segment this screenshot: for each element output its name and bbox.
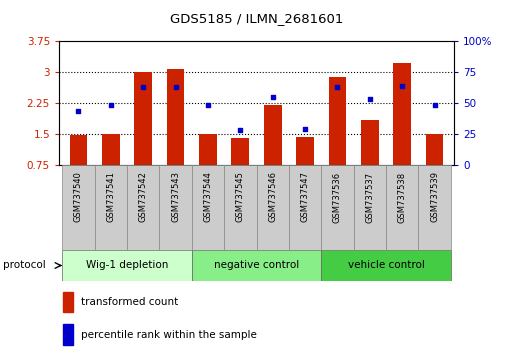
Bar [361,120,379,165]
Point [333,85,342,90]
Text: GSM737543: GSM737543 [171,171,180,222]
Point [430,102,439,108]
Bar [160,165,192,250]
Point [74,108,83,114]
Bar [102,133,120,165]
Bar [94,165,127,250]
Bar [264,105,282,165]
Text: GSM737536: GSM737536 [333,171,342,223]
Bar [289,165,321,250]
Bar [224,165,256,250]
Point [204,102,212,108]
Point [269,95,277,100]
Bar [192,165,224,250]
Point [366,96,374,102]
Point [398,83,406,89]
Point [139,85,147,90]
Bar [328,76,346,165]
Bar [70,135,87,165]
Bar [296,137,314,165]
Bar [134,72,152,165]
Text: GSM737545: GSM737545 [236,171,245,222]
Text: GSM737544: GSM737544 [204,171,212,222]
Text: percentile rank within the sample: percentile rank within the sample [81,330,256,340]
Point [171,85,180,90]
Bar [63,292,73,313]
Text: GSM737541: GSM737541 [106,171,115,222]
Point [236,127,244,132]
Text: transformed count: transformed count [81,297,178,307]
Text: GSM737538: GSM737538 [398,171,407,223]
Bar [321,165,353,250]
Bar [199,133,217,165]
Point [301,126,309,131]
Bar [426,133,443,165]
Bar [256,165,289,250]
Text: GDS5185 / ILMN_2681601: GDS5185 / ILMN_2681601 [170,12,343,25]
Text: vehicle control: vehicle control [348,261,424,270]
Bar [62,250,192,281]
Bar [63,324,73,345]
Bar [62,165,94,250]
Bar [419,165,451,250]
Bar [353,165,386,250]
Bar [192,250,321,281]
Text: GSM737537: GSM737537 [365,171,374,223]
Text: GSM737540: GSM737540 [74,171,83,222]
Bar [127,165,160,250]
Bar [231,138,249,165]
Text: GSM737547: GSM737547 [301,171,309,222]
Bar [386,165,419,250]
Bar [393,63,411,165]
Bar [167,69,185,165]
Text: protocol: protocol [3,261,45,270]
Point [107,102,115,108]
Text: Wig-1 depletion: Wig-1 depletion [86,261,168,270]
Text: GSM737546: GSM737546 [268,171,277,222]
Text: GSM737542: GSM737542 [139,171,148,222]
Text: negative control: negative control [214,261,299,270]
Text: GSM737539: GSM737539 [430,171,439,222]
Bar [321,250,451,281]
